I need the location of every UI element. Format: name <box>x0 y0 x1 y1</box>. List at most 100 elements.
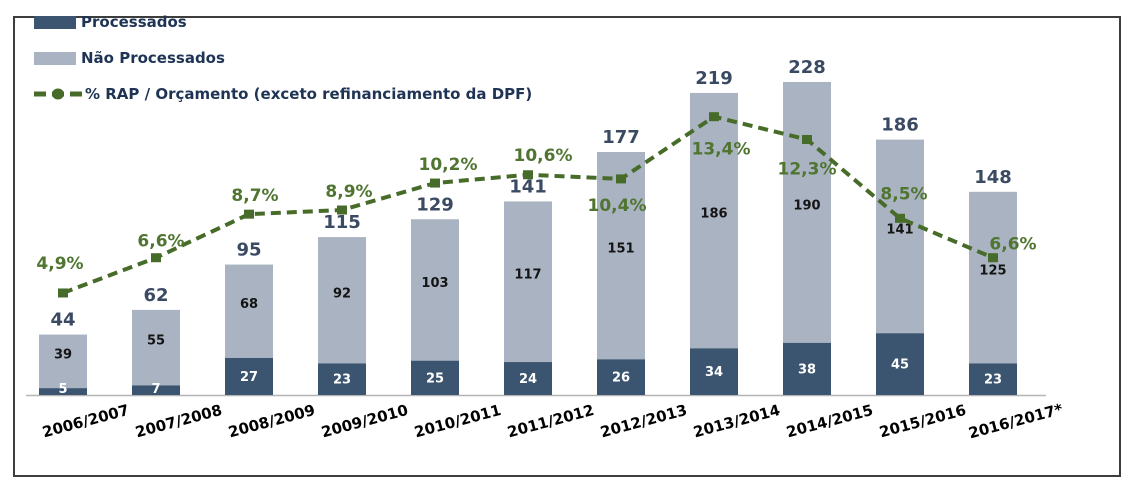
rap-line-marker <box>58 288 68 298</box>
pct-label: 8,9% <box>325 182 372 202</box>
bar-segment-processados <box>504 362 552 395</box>
pct-label: 10,2% <box>419 155 478 175</box>
pct-label: 8,7% <box>231 186 278 206</box>
nao-processados-value-label: 55 <box>147 334 165 349</box>
pct-label: 12,3% <box>778 159 837 179</box>
total-label: 177 <box>602 127 640 148</box>
nao-processados-value-label: 117 <box>514 268 541 283</box>
nao-processados-value-label: 151 <box>607 242 634 257</box>
chart-legend: Processados Não Processados % RAP / Orça… <box>34 10 532 118</box>
nao-processados-value-label: 103 <box>421 276 448 291</box>
bar-segment-processados <box>225 357 273 395</box>
rap-line-marker <box>895 213 905 223</box>
bar-segment-nao-processados <box>690 92 738 349</box>
category-label: 2010/2011 <box>412 401 503 441</box>
processados-value-label: 45 <box>891 358 909 373</box>
bar-segment-processados <box>318 363 366 395</box>
bar-segment-processados <box>411 360 459 395</box>
processados-value-label: 25 <box>426 371 444 386</box>
bar-segment-processados <box>597 359 645 395</box>
bar-segment-processados <box>39 388 87 395</box>
rap-line-marker <box>709 112 719 122</box>
bar-segment-processados <box>783 342 831 395</box>
rap-line-marker <box>244 209 254 219</box>
legend-item-rap-line: % RAP / Orçamento (exceto refinanciament… <box>34 82 532 106</box>
legend-item-processados: Processados <box>34 10 532 34</box>
category-label: 2008/2009 <box>226 401 317 441</box>
bar-segment-nao-processados <box>39 334 87 389</box>
total-label: 219 <box>695 68 733 89</box>
rap-line-marker <box>802 134 812 144</box>
category-label: 2016/2017* <box>967 400 1065 442</box>
nao-processados-swatch-icon <box>34 51 76 65</box>
bar-segment-nao-processados <box>597 151 645 360</box>
processados-value-label: 27 <box>240 370 258 385</box>
category-label: 2007/2008 <box>133 401 224 441</box>
total-label: 141 <box>509 176 547 197</box>
category-label: 2009/2010 <box>319 401 410 441</box>
bar-segment-nao-processados <box>504 201 552 363</box>
total-label: 115 <box>323 212 361 233</box>
total-label: 95 <box>236 240 261 261</box>
rap-line-marker <box>151 253 161 263</box>
rap-line-marker <box>523 170 533 180</box>
rap-line-marker <box>988 253 998 263</box>
chart-frame <box>13 16 1121 477</box>
total-label: 148 <box>974 167 1012 188</box>
bar-segment-processados <box>132 385 180 395</box>
rap-line-marker <box>337 205 347 215</box>
total-label: 129 <box>416 194 454 215</box>
category-label: 2006/2007 <box>40 401 131 441</box>
pct-label: 4,9% <box>36 254 83 274</box>
pct-label: 10,6% <box>514 146 573 166</box>
category-label: 2015/2016 <box>877 401 968 441</box>
legend-item-nao-processados: Não Processados <box>34 46 532 70</box>
bar-segment-nao-processados <box>783 81 831 343</box>
total-label: 186 <box>881 115 919 136</box>
legend-label-nao-processados: Não Processados <box>81 49 225 67</box>
bar-segment-processados <box>876 333 924 395</box>
nao-processados-value-label: 92 <box>333 286 351 301</box>
dashed-line-swatch-icon <box>34 88 82 100</box>
processados-value-label: 5 <box>58 382 67 397</box>
nao-processados-value-label: 68 <box>240 297 258 312</box>
category-label: 2011/2012 <box>505 401 596 441</box>
legend-label-rap-line: % RAP / Orçamento (exceto refinanciament… <box>85 85 533 103</box>
bar-segment-nao-processados <box>876 139 924 334</box>
nao-processados-value-label: 125 <box>979 264 1006 279</box>
processados-value-label: 23 <box>333 373 351 388</box>
processados-value-label: 23 <box>984 373 1002 388</box>
pct-label: 6,6% <box>989 235 1036 255</box>
bar-segment-processados <box>690 348 738 395</box>
nao-processados-value-label: 186 <box>700 207 727 222</box>
total-label: 44 <box>50 310 75 331</box>
legend-label-processados: Processados <box>81 13 187 31</box>
pct-label: 8,5% <box>880 184 927 204</box>
processados-value-label: 7 <box>151 382 160 397</box>
processados-value-label: 34 <box>705 365 723 380</box>
category-label: 2013/2014 <box>691 401 782 441</box>
pct-label: 13,4% <box>692 140 751 160</box>
nao-processados-value-label: 141 <box>886 222 913 237</box>
category-label: 2014/2015 <box>784 401 875 441</box>
bar-segment-nao-processados <box>225 264 273 358</box>
nao-processados-value-label: 39 <box>54 347 72 362</box>
processados-value-label: 38 <box>798 362 816 377</box>
pct-label: 10,4% <box>588 196 647 216</box>
processados-value-label: 26 <box>612 371 630 386</box>
nao-processados-value-label: 190 <box>793 198 820 213</box>
rap-line-marker <box>616 174 626 184</box>
bar-segment-nao-processados <box>318 237 366 364</box>
processados-swatch-icon <box>34 15 76 29</box>
total-label: 228 <box>788 57 826 78</box>
bar-segment-nao-processados <box>132 309 180 386</box>
bar-segment-nao-processados <box>411 219 459 361</box>
pct-label: 6,6% <box>137 232 184 252</box>
bar-segment-nao-processados <box>969 191 1017 364</box>
processados-value-label: 24 <box>519 372 537 387</box>
bar-segment-processados <box>969 363 1017 395</box>
rap-line-marker <box>430 178 440 188</box>
category-label: 2012/2013 <box>598 401 689 441</box>
